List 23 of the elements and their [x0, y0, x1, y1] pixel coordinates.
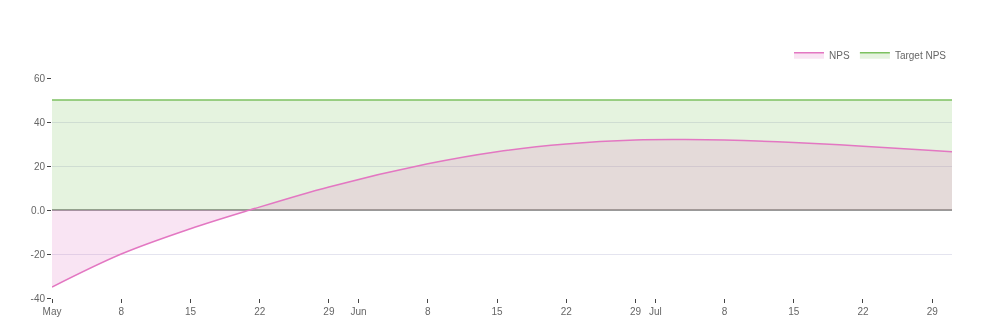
y-tick-label: 20 [33, 160, 46, 172]
x-tick-label: 22 [857, 306, 869, 317]
x-tick-label: 8 [721, 306, 728, 317]
x-tick-label: 29 [926, 306, 939, 317]
y-tick-label: -20 [30, 248, 46, 260]
x-tick-label: 15 [788, 306, 800, 317]
x-tick-label: 8 [118, 306, 125, 317]
legend-label: Target NPS [894, 49, 947, 61]
x-tick-label: Jun [350, 306, 367, 317]
y-tick-label: -40 [30, 292, 46, 304]
y-tick-label: 0.0 [31, 204, 46, 216]
x-tick-label: May [42, 306, 62, 317]
y-tick-label: 60 [33, 72, 46, 84]
x-tick-label: 15 [491, 306, 504, 317]
x-tick-label: Jul [648, 306, 662, 317]
x-tick-label: 22 [560, 306, 573, 317]
x-tick-label: 29 [629, 306, 642, 317]
legend-label: NPS [829, 49, 850, 61]
y-tick-label: 40 [33, 116, 46, 128]
x-tick-label: 29 [323, 306, 335, 317]
x-tick-label: 8 [425, 306, 432, 317]
x-tick-label: 22 [254, 306, 266, 317]
x-tick-label: 15 [184, 306, 197, 317]
